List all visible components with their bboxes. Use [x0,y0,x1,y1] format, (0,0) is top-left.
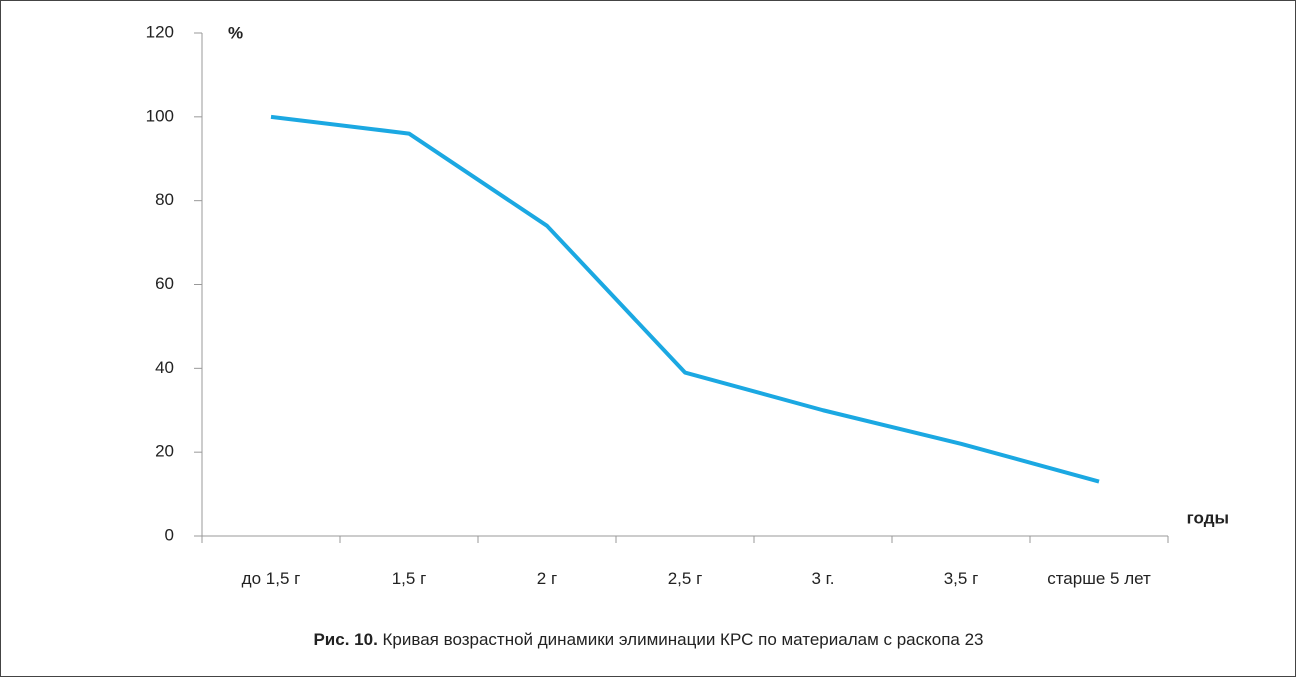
x-tick-label: старше 5 лет [1047,569,1151,588]
x-tick-label: 1,5 г [391,569,427,588]
x-tick-label: 3 г. [811,569,835,588]
y-tick-label: 80 [155,190,174,209]
caption-text: Кривая возрастной динамики элиминации КР… [382,630,984,649]
caption: Рис. 10. Кривая возрастной динамики элим… [0,630,1297,650]
x-axis-label: годы [1187,508,1229,527]
x-tick-label: 2,5 г [667,569,703,588]
y-tick-label: 0 [165,525,174,544]
x-tick-label: 2 г [536,569,558,588]
y-tick-label: 60 [155,274,174,293]
y-tick-label: 40 [155,358,174,377]
y-tick-label: 20 [155,442,174,461]
x-tick-label: 3,5 г [943,569,979,588]
data-line [270,114,1100,484]
x-tick-label: до 1,5 г [241,569,301,588]
y-axis-label: % [228,23,243,42]
caption-label: Рис. 10. [313,630,378,649]
y-tick-label: 120 [146,22,174,41]
y-tick-label: 100 [146,106,174,125]
